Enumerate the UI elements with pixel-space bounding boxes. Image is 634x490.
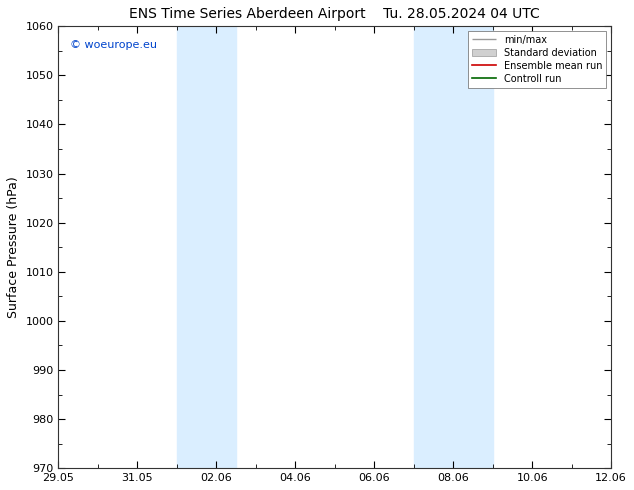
Bar [177,26,236,468]
Text: © woeurope.eu: © woeurope.eu [70,40,157,49]
Bar [414,26,493,468]
Title: ENS Time Series Aberdeen Airport    Tu. 28.05.2024 04 UTC: ENS Time Series Aberdeen Airport Tu. 28.… [129,7,540,21]
Legend: min/max, Standard deviation, Ensemble mean run, Controll run: min/max, Standard deviation, Ensemble me… [468,31,606,88]
Y-axis label: Surface Pressure (hPa): Surface Pressure (hPa) [7,176,20,318]
